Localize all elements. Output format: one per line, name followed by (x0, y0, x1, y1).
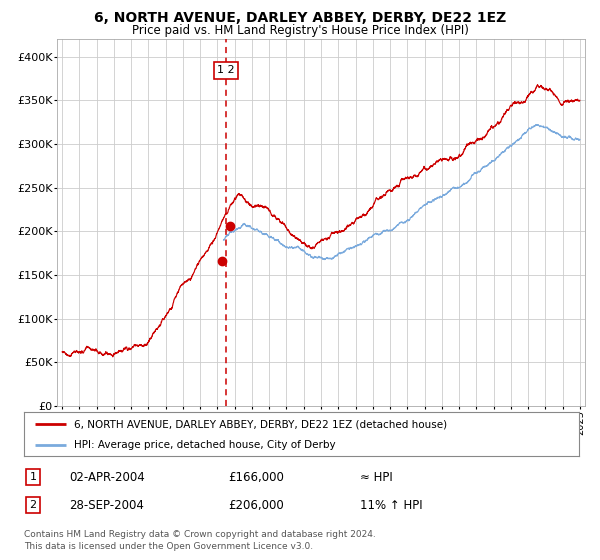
Text: 11% ↑ HPI: 11% ↑ HPI (360, 498, 422, 512)
Text: 2: 2 (29, 500, 37, 510)
Text: 1 2: 1 2 (217, 66, 235, 76)
Text: £166,000: £166,000 (228, 470, 284, 484)
Text: Contains HM Land Registry data © Crown copyright and database right 2024.: Contains HM Land Registry data © Crown c… (24, 530, 376, 539)
Text: HPI: Average price, detached house, City of Derby: HPI: Average price, detached house, City… (74, 440, 335, 450)
Text: 6, NORTH AVENUE, DARLEY ABBEY, DERBY, DE22 1EZ: 6, NORTH AVENUE, DARLEY ABBEY, DERBY, DE… (94, 11, 506, 25)
Text: ≈ HPI: ≈ HPI (360, 470, 393, 484)
Text: 6, NORTH AVENUE, DARLEY ABBEY, DERBY, DE22 1EZ (detached house): 6, NORTH AVENUE, DARLEY ABBEY, DERBY, DE… (74, 419, 447, 429)
Text: 28-SEP-2004: 28-SEP-2004 (69, 498, 144, 512)
Text: £206,000: £206,000 (228, 498, 284, 512)
Text: This data is licensed under the Open Government Licence v3.0.: This data is licensed under the Open Gov… (24, 542, 313, 550)
Text: 02-APR-2004: 02-APR-2004 (69, 470, 145, 484)
Text: 1: 1 (29, 472, 37, 482)
Text: Price paid vs. HM Land Registry's House Price Index (HPI): Price paid vs. HM Land Registry's House … (131, 24, 469, 36)
